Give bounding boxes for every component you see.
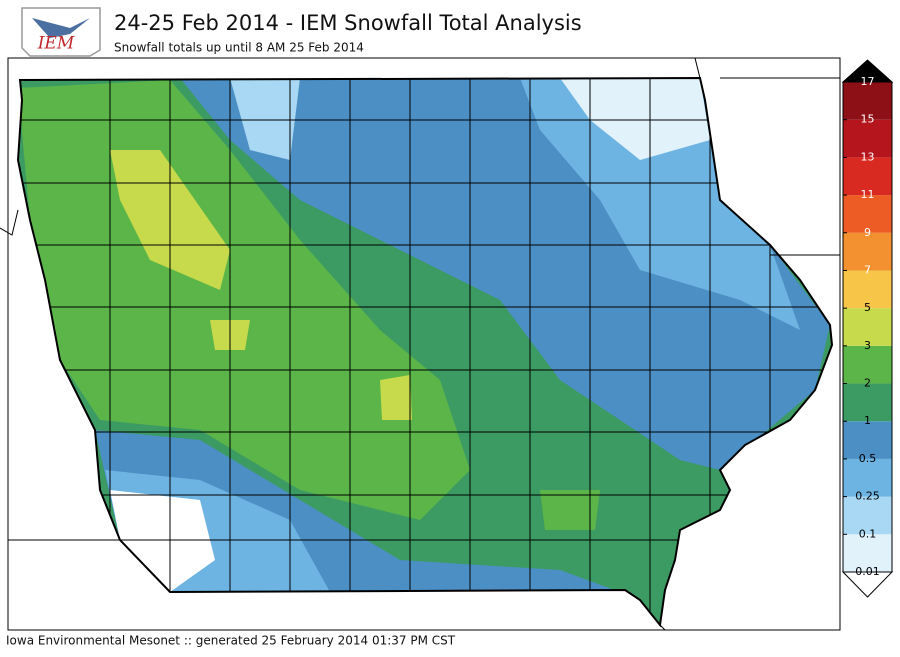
colorbar-tick-label: 0.25 <box>855 490 880 503</box>
colorbar-bin <box>843 534 892 572</box>
colorbar-tick-label: 0.1 <box>859 527 877 540</box>
colorbar-tick-label: 7 <box>864 263 871 276</box>
colorbar-bin <box>843 82 892 120</box>
colorbar-tick-label: 9 <box>864 226 871 239</box>
colorbar-tick-label: 13 <box>861 150 875 163</box>
footer: Iowa Environmental Mesonet :: generated … <box>6 634 456 648</box>
colorbar-bin <box>843 119 892 158</box>
colorbar-bin <box>843 308 892 346</box>
colorbar-bin <box>843 157 892 196</box>
colorbar-bin <box>843 195 892 233</box>
colorbar-bin <box>843 383 892 422</box>
colorbar-tick-label: 1 <box>864 414 871 427</box>
colorbar-tick-label: 17 <box>861 75 875 88</box>
colorbar-tick-label: 11 <box>861 188 875 201</box>
colorbar-bin <box>843 421 892 459</box>
colorbar-tick-label: 2 <box>864 377 871 390</box>
colorbar: 0.01 0.1 0.25 0.5 1 2 3 5 7 9 11 13 15 17 <box>841 59 894 598</box>
colorbar-tick-label: 3 <box>864 339 871 352</box>
colorbar-tick-label: 15 <box>861 113 875 126</box>
colorbar-bin <box>843 232 892 271</box>
colorbar-tick-label: 0.01 <box>855 565 880 578</box>
map-layers <box>0 57 840 631</box>
county-lines <box>18 78 832 625</box>
colorbar-bin <box>843 496 892 535</box>
colorbar-tick-label: 5 <box>864 301 871 314</box>
colorbar-frame <box>842 81 893 573</box>
subtitle: Snowfall totals up until 8 AM 25 Feb 201… <box>114 41 364 55</box>
logo: IEM <box>21 7 101 57</box>
colorbar-bin <box>843 458 892 497</box>
title: 24-25 Feb 2014 - IEM Snowfall Total Anal… <box>114 11 582 35</box>
colorbar-bin <box>843 270 892 309</box>
colorbar-bin <box>843 345 892 384</box>
logo-text: IEM <box>37 34 75 54</box>
colorbar-tick-label: 0.5 <box>859 452 877 465</box>
